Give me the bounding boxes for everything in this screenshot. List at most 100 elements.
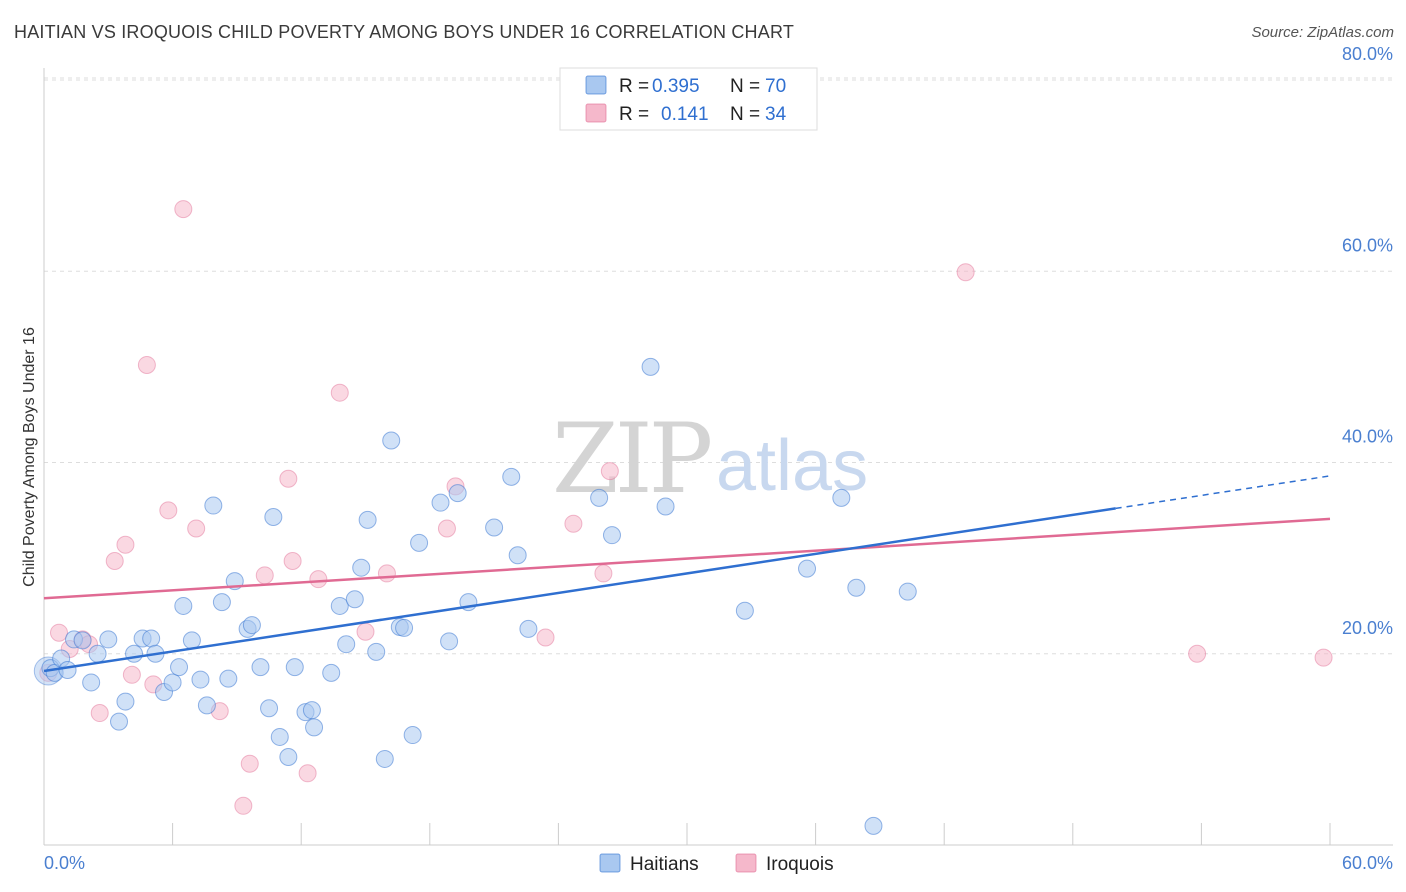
haitian-point: [191, 670, 210, 689]
iroquois-point: [330, 383, 349, 402]
legend-n-value-haitians: 70: [765, 76, 786, 97]
legend-r-value-iroquois: 0.141: [661, 104, 709, 125]
haitian-point: [197, 696, 216, 715]
haitian-point: [602, 526, 621, 545]
iroquois-point: [105, 551, 124, 570]
chart-title: HAITIAN VS IROQUOIS CHILD POVERTY AMONG …: [14, 22, 795, 42]
iroquois-point: [240, 754, 259, 773]
haitian-point: [382, 431, 401, 450]
haitian-point: [358, 510, 377, 529]
haitian-trend-line: [43, 507, 1116, 673]
haitian-point: [898, 582, 917, 601]
iroquois-point: [356, 622, 375, 641]
haitian-point: [403, 726, 422, 745]
haitian-point: [656, 497, 675, 516]
haitian-point: [163, 673, 182, 692]
haitian-point: [125, 644, 144, 663]
y-tick-label-60: 60.0%: [1342, 235, 1393, 255]
haitian-point: [735, 601, 754, 620]
source-label: Source: ZipAtlas.com: [1251, 24, 1394, 41]
haitian-point: [204, 496, 223, 515]
iroquois-point: [298, 764, 317, 783]
legend-swatch-iroquois: [585, 103, 607, 123]
haitian-point: [847, 578, 866, 597]
haitian-point: [242, 616, 261, 635]
haitian-point: [345, 590, 364, 609]
trend-lines: [43, 475, 1331, 673]
legend-r-value-haitians: 0.395: [652, 76, 700, 97]
haitian-point: [590, 488, 609, 507]
bottom-legend-haitians: Haitians: [630, 854, 699, 875]
iroquois-point: [437, 519, 456, 538]
haitian-point: [330, 596, 349, 615]
legend-swatch-haitians: [585, 75, 607, 95]
haitian-point: [519, 619, 538, 638]
haitian-point: [260, 699, 279, 718]
iroquois-point: [536, 628, 555, 647]
haitian-point: [219, 669, 238, 688]
haitian-point: [508, 546, 527, 565]
iroquois-point: [283, 551, 302, 570]
haitian-point: [322, 663, 341, 682]
iroquois-point: [600, 462, 619, 481]
y-tick-labels: 80.0% 60.0% 40.0% 20.0%: [1342, 44, 1393, 638]
haitian-point: [485, 518, 504, 537]
watermark-zip: ZIP: [552, 403, 711, 515]
iroquois-point: [1188, 644, 1207, 663]
y-axis-label: Child Poverty Among Boys Under 16: [21, 327, 38, 587]
iroquois-point: [137, 355, 156, 374]
haitian-point: [82, 673, 101, 692]
haitian-point: [110, 712, 129, 731]
iroquois-point: [159, 501, 178, 520]
iroquois-point: [255, 566, 274, 585]
haitian-point: [352, 558, 371, 577]
haitian-point: [431, 493, 450, 512]
legend-n-label-haitians: N =: [730, 76, 760, 97]
legend-r-label-iroquois: R =: [619, 104, 649, 125]
bottom-legend: Haitians Iroquois: [599, 853, 834, 875]
haitian-point: [58, 661, 77, 680]
iroquois-point: [279, 469, 298, 488]
legend-n-value-iroquois: 34: [765, 104, 787, 125]
haitian-point: [285, 658, 304, 677]
haitian-point: [302, 701, 321, 720]
iroquois-point: [174, 200, 193, 219]
haitian-point: [367, 642, 386, 661]
iroquois-point: [956, 263, 975, 282]
haitian-point: [174, 596, 193, 615]
haitian-point: [212, 593, 231, 612]
haitian-point: [337, 635, 356, 654]
iroquois-point: [594, 564, 613, 583]
axes: [43, 68, 1393, 846]
haitian-point: [440, 632, 459, 651]
legend-r-label-haitians: R =: [619, 76, 649, 97]
y-tick-label-40: 40.0%: [1342, 427, 1393, 447]
bottom-legend-swatch-haitians: [599, 853, 621, 873]
bottom-legend-swatch-iroquois: [735, 853, 757, 873]
iroquois-point: [187, 519, 206, 538]
legend-n-label-iroquois: N =: [730, 104, 760, 125]
haitian-point: [395, 618, 414, 637]
haitian-points: [33, 357, 917, 835]
iroquois-point: [234, 796, 253, 815]
x-tick-min: 0.0%: [44, 853, 85, 873]
iroquois-point: [116, 535, 135, 554]
haitian-point: [116, 692, 135, 711]
haitian-point: [251, 658, 270, 677]
haitian-point: [73, 631, 92, 650]
iroquois-trend-line: [43, 517, 1331, 600]
y-tick-label-80: 80.0%: [1342, 44, 1393, 64]
haitian-point: [170, 658, 189, 677]
iroquois-point: [1314, 648, 1333, 667]
iroquois-point: [90, 704, 109, 723]
haitian-point: [832, 488, 851, 507]
haitian-point: [279, 748, 298, 767]
haitian-point: [864, 816, 883, 835]
haitian-point: [88, 644, 107, 663]
haitian-point: [641, 357, 660, 376]
iroquois-point: [377, 564, 396, 583]
legend: R = 0.395 N = 70 R = 0.141 N = 34: [559, 67, 818, 131]
y-tick-label-20: 20.0%: [1342, 618, 1393, 638]
haitian-point: [410, 533, 429, 552]
